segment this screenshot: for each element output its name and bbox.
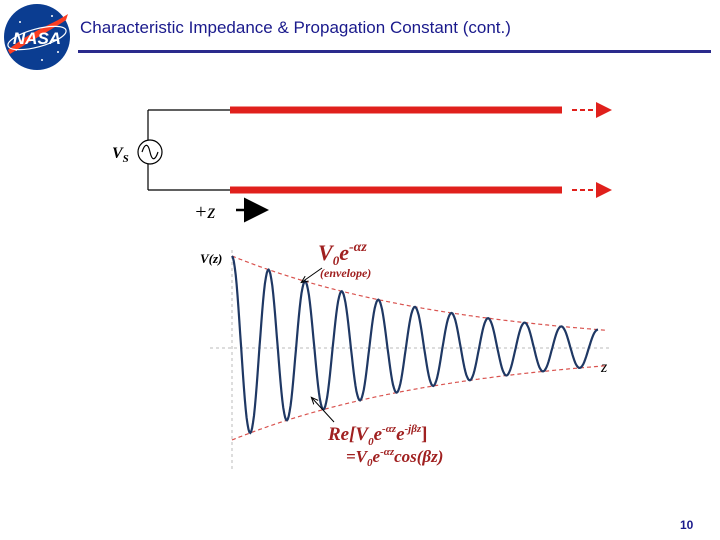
page-number: 10 [680,518,694,532]
x-axis-label: z [600,359,608,376]
envelope-caption: (envelope) [320,266,371,280]
logo-text: NASA [13,29,61,48]
decaying-wave [231,255,599,435]
transmission-line [230,102,612,198]
nasa-logo: NASA [4,4,70,70]
source-circuit: VS [112,109,230,191]
y-axis-label: V(z) [200,251,222,266]
sine-symbol-icon [141,144,159,160]
direction-label: +z [194,201,215,223]
source-label: VS [112,145,129,165]
page-title: Characteristic Impedance & Propagation C… [80,18,511,37]
signal-result: =V0e-αzcos(βz) [346,446,443,469]
envelope-pointer [302,267,323,282]
signal-pointer [312,398,335,423]
envelope-formula: V0e-αz [318,240,367,268]
lower-envelope [231,365,606,441]
title-divider [78,50,711,53]
signal-formula: Re[V0e-αze-jβz] [327,423,427,448]
